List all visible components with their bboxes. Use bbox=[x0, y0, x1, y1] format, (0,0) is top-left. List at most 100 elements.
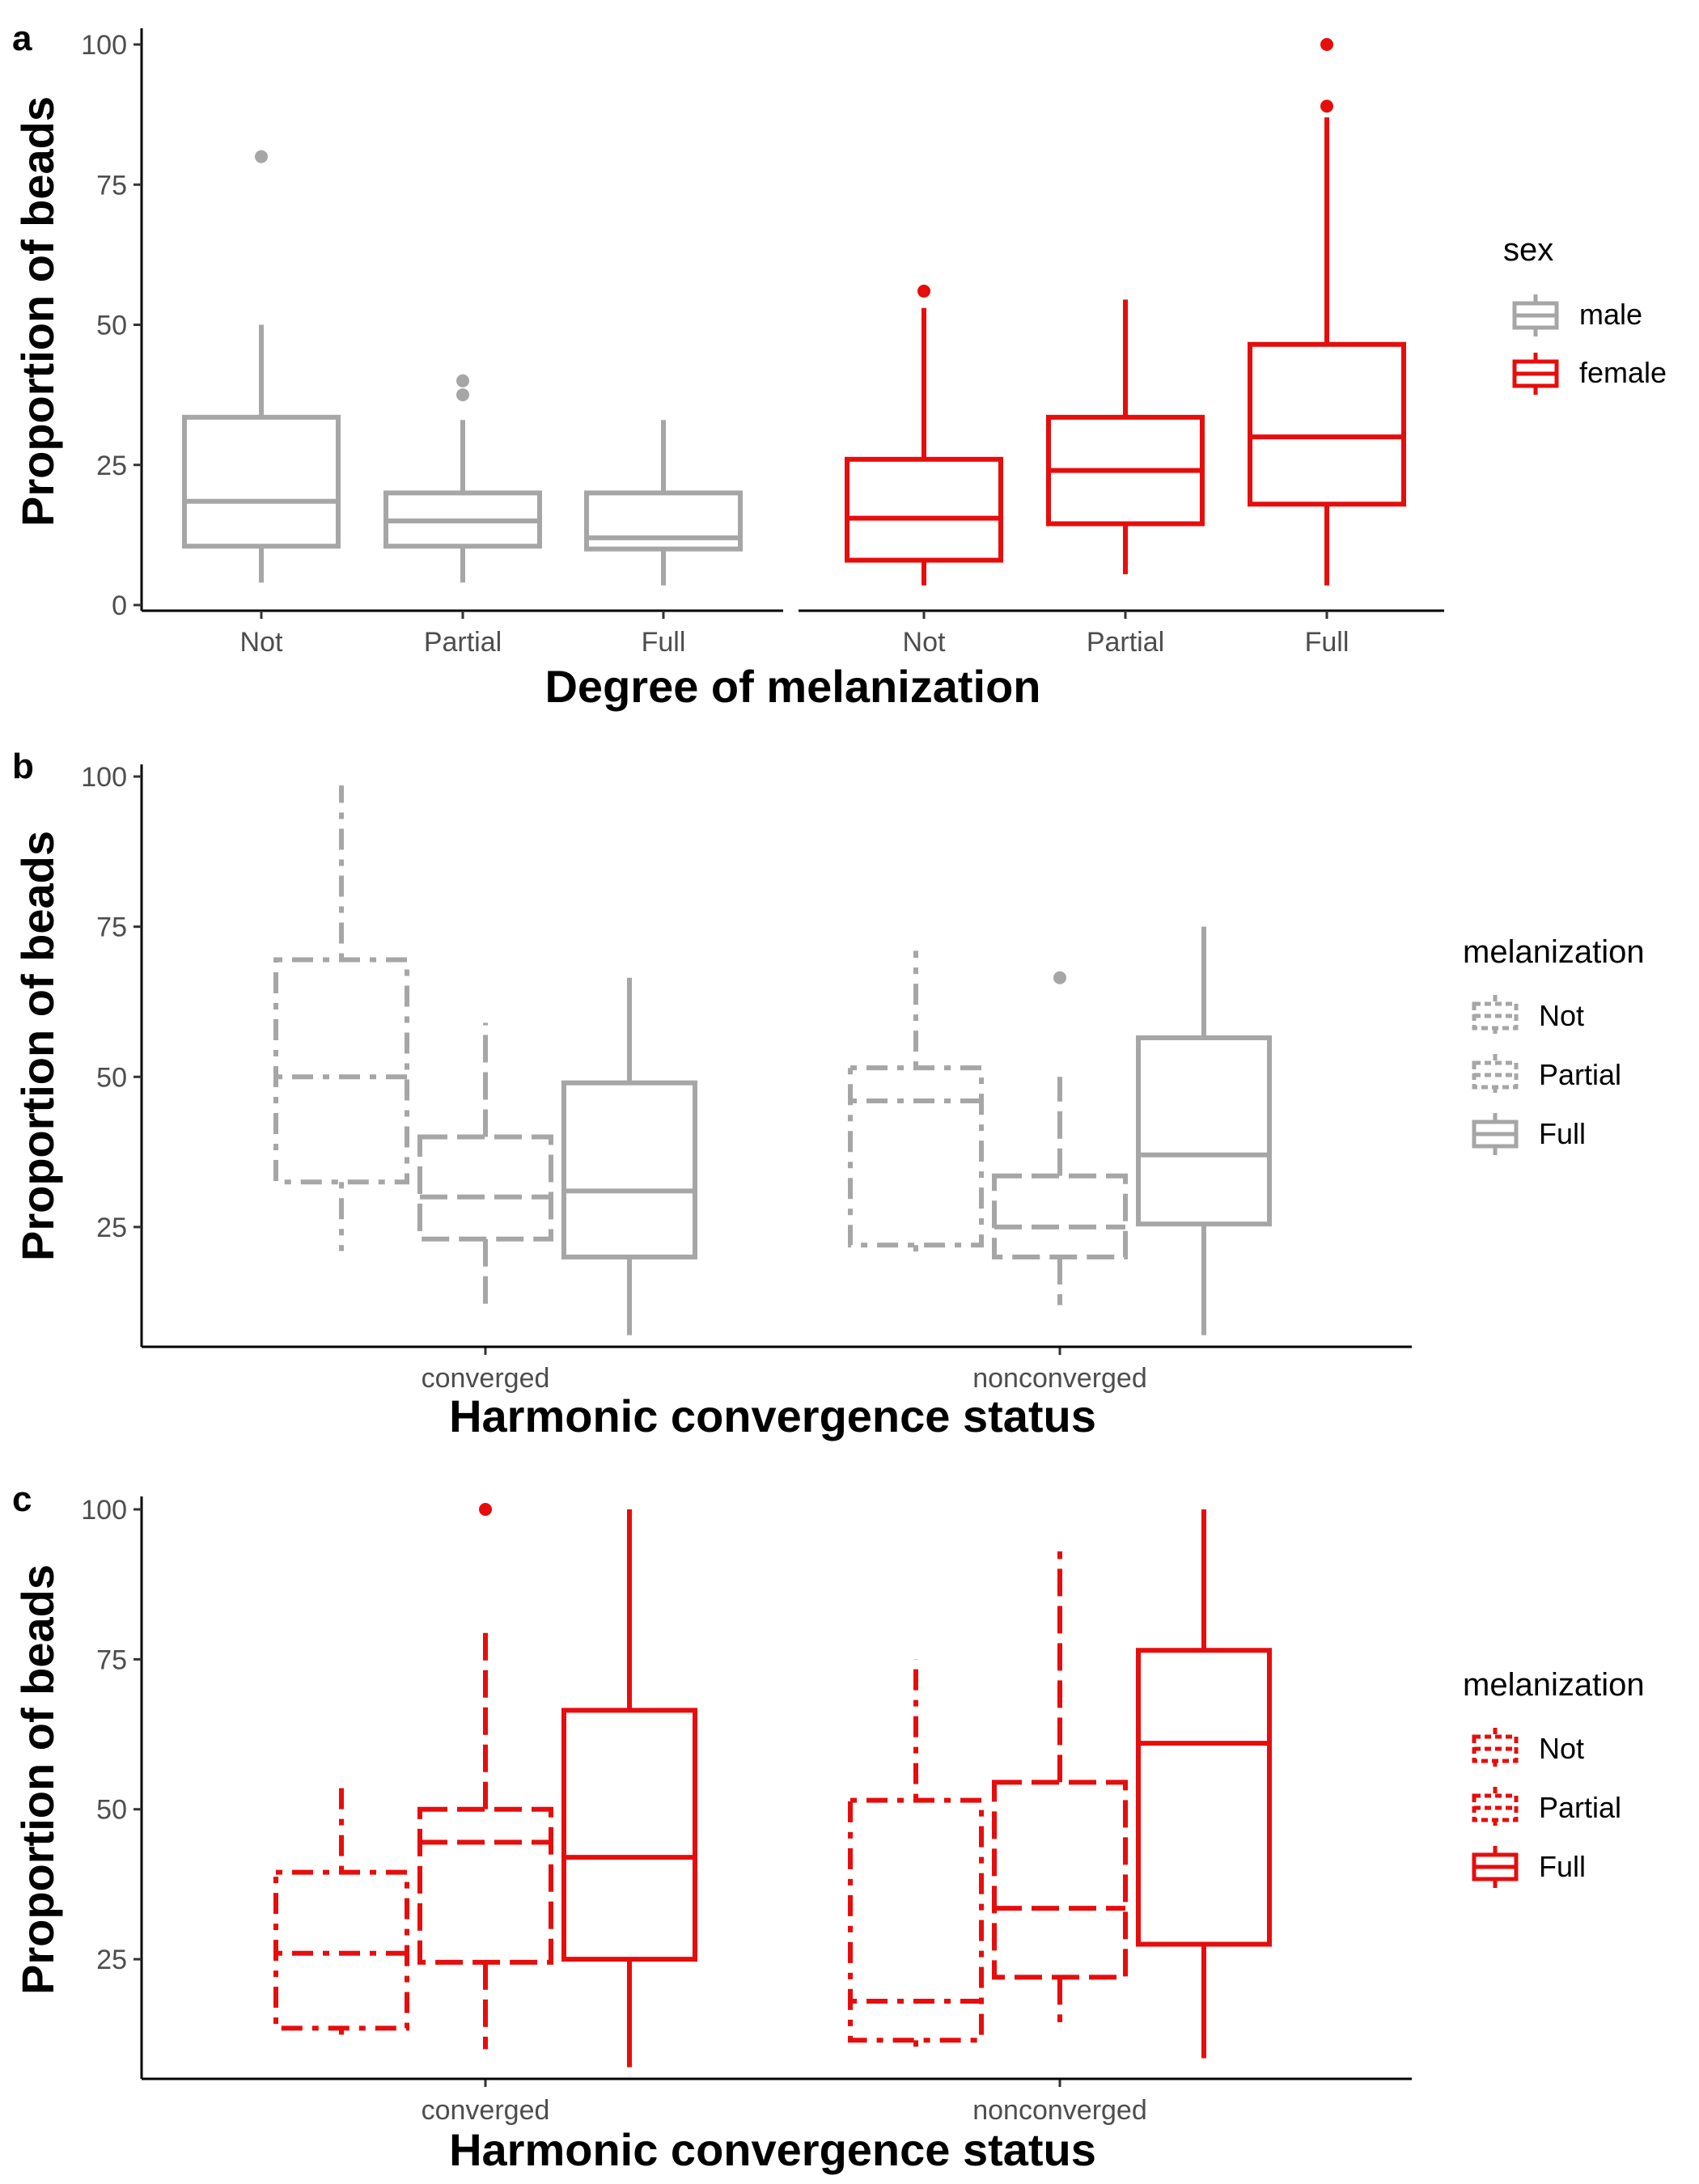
panel-b-not-nonconverged-box bbox=[848, 950, 984, 1258]
legend-label-not: Not bbox=[1539, 999, 1584, 1032]
panel-c-full-nonconverged-iqr-box bbox=[1136, 1648, 1272, 1947]
panel-a-x-axis-title: Degree of melanization bbox=[544, 661, 1040, 712]
legend-key-partial bbox=[1472, 1787, 1519, 1829]
panel-a-legend-title: sex bbox=[1503, 232, 1553, 268]
legend-key-partial bbox=[1472, 1054, 1519, 1096]
panel-a-female-full-box bbox=[1248, 38, 1406, 586]
panel-b-full-nonconverged-box bbox=[1136, 926, 1272, 1335]
legend-key-female bbox=[1512, 353, 1559, 395]
panel-a-female-partial-box bbox=[1046, 299, 1205, 574]
panel-b-y-axis-title: Proportion of beads bbox=[12, 831, 63, 1261]
legend-label-partial: Partial bbox=[1539, 1058, 1621, 1091]
panel-b-partial-nonconverged-box bbox=[992, 971, 1128, 1306]
panel-a-female-not-outlier-0 bbox=[917, 284, 930, 298]
panel-c-legend-title: melanization bbox=[1463, 1667, 1645, 1703]
panel-b-legend: melanization Not Partial Full bbox=[1463, 934, 1645, 1155]
panel-a-plot-area: 0 25 50 75 100 Not Partial Full Not Partial Full bbox=[81, 28, 1444, 658]
panel-c-not-nonconverged-box bbox=[848, 1659, 984, 2053]
legend-label-partial: Partial bbox=[1539, 1791, 1621, 1824]
panel-b-y-tick-label-100: 100 bbox=[81, 762, 127, 793]
panel-c-partial-nonconverged-iqr-box bbox=[992, 1780, 1128, 1980]
panel-b-letter: b bbox=[12, 747, 34, 786]
panel-c-partial-converged-box bbox=[417, 1503, 553, 2050]
panel-c-legend: melanization Not Partial Full bbox=[1463, 1667, 1645, 1888]
panel-a-female-not-box bbox=[845, 284, 1003, 586]
panel-b: b Proportion of beads Harmonic convergen… bbox=[12, 747, 1645, 1441]
panel-a-x-tick-label-female-partial: Partial bbox=[1087, 627, 1164, 658]
panel-a-male-not-outlier-0 bbox=[255, 150, 268, 163]
panel-c-letter: c bbox=[12, 1479, 32, 1519]
panel-a-male-partial-outlier-0 bbox=[456, 388, 469, 402]
panel-a-letter: a bbox=[12, 19, 32, 58]
panel-a-male-full-iqr-box bbox=[584, 490, 743, 552]
panel-c-y-tick-label-50: 50 bbox=[96, 1795, 127, 1826]
panel-a-y-tick-label-50: 50 bbox=[96, 311, 127, 341]
legend-label-male: male bbox=[1579, 298, 1642, 331]
panel-c-full-converged-box bbox=[561, 1509, 697, 2068]
panel-a-male-partial-outlier-1 bbox=[456, 374, 469, 387]
panel-a-male-partial-box bbox=[383, 374, 542, 583]
panel-b-partial-nonconverged-outlier-0 bbox=[1053, 971, 1066, 984]
panel-a: a Proportion of beads Degree of melaniza… bbox=[12, 19, 1667, 712]
panel-b-partial-nonconverged-iqr-box bbox=[992, 1173, 1128, 1260]
panel-a-y-tick-label-100: 100 bbox=[81, 30, 127, 61]
panel-a-female-full-outlier-0 bbox=[1320, 99, 1333, 113]
panel-b-y-tick-label-50: 50 bbox=[96, 1062, 127, 1093]
panel-a-x-tick-label-male-full: Full bbox=[642, 627, 686, 658]
panel-a-female-full-outlier-1 bbox=[1320, 38, 1333, 51]
panel-c-x-axis-title: Harmonic convergence status bbox=[449, 2124, 1096, 2175]
legend-key-not bbox=[1472, 1728, 1519, 1770]
panel-c-y-tick-label-25: 25 bbox=[96, 1945, 127, 1975]
panel-a-y-tick-label-75: 75 bbox=[96, 170, 127, 201]
panel-a-x-tick-label-female-not: Not bbox=[903, 627, 946, 658]
panel-b-axes: 25 50 75 100 converged nonconverged bbox=[81, 762, 1412, 1394]
legend-key-full bbox=[1472, 1113, 1519, 1155]
panel-c-full-nonconverged-box bbox=[1136, 1509, 1272, 2059]
panel-a-y-tick-label-0: 0 bbox=[112, 590, 127, 621]
legend-label-not: Not bbox=[1539, 1732, 1584, 1765]
legend-key-male bbox=[1512, 294, 1559, 336]
panel-c-y-axis-title: Proportion of beads bbox=[12, 1564, 63, 1995]
panel-b-full-converged-box bbox=[561, 977, 697, 1335]
panel-c-not-converged-iqr-box bbox=[273, 1869, 409, 2031]
legend-key-not bbox=[1472, 995, 1519, 1037]
panel-a-x-tick-label-female-full: Full bbox=[1305, 627, 1349, 658]
panel-c: c Proportion of beads Harmonic convergen… bbox=[12, 1479, 1645, 2175]
panel-a-x-tick-label-male-partial: Partial bbox=[424, 627, 502, 658]
panel-b-partial-converged-box bbox=[417, 1022, 553, 1311]
panel-b-x-tick-label-nonconverged: nonconverged bbox=[972, 1363, 1147, 1394]
panel-a-female-full-iqr-box bbox=[1248, 341, 1406, 507]
panel-b-x-axis-title: Harmonic convergence status bbox=[449, 1390, 1096, 1441]
panel-a-axes: 0 25 50 75 100 Not Partial Full Not Partial Full bbox=[81, 28, 1444, 658]
panel-c-x-tick-label-converged: converged bbox=[422, 2095, 550, 2126]
legend-label-female: female bbox=[1579, 356, 1667, 389]
panel-a-y-axis-title: Proportion of beads bbox=[12, 96, 63, 527]
panel-b-x-tick-label-converged: converged bbox=[422, 1363, 550, 1394]
panel-b-not-converged-iqr-box bbox=[273, 957, 409, 1185]
legend-key-full bbox=[1472, 1846, 1519, 1888]
panel-b-y-tick-label-25: 25 bbox=[96, 1213, 127, 1243]
legend-label-full: Full bbox=[1539, 1850, 1586, 1883]
legend-label-full: Full bbox=[1539, 1117, 1586, 1150]
panel-b-legend-title: melanization bbox=[1463, 934, 1645, 970]
panel-b-not-nonconverged-iqr-box bbox=[848, 1065, 984, 1248]
panel-c-y-tick-label-100: 100 bbox=[81, 1495, 127, 1526]
panel-c-axes: 25 50 75 100 converged nonconverged bbox=[81, 1495, 1412, 2126]
panel-c-not-nonconverged-iqr-box bbox=[848, 1797, 984, 2043]
panel-c-partial-converged-outlier-0 bbox=[479, 1503, 492, 1516]
panel-b-y-tick-label-75: 75 bbox=[96, 912, 127, 943]
panel-b-full-nonconverged-iqr-box bbox=[1136, 1035, 1272, 1227]
panel-a-male-full-box bbox=[584, 420, 743, 586]
panel-c-not-converged-box bbox=[273, 1779, 409, 2043]
panel-b-plot-area: 25 50 75 100 converged nonconverged bbox=[81, 762, 1412, 1394]
panel-a-legend: sex male female bbox=[1503, 232, 1667, 395]
panel-c-plot-area: 25 50 75 100 converged nonconverged bbox=[81, 1495, 1412, 2126]
panel-c-partial-converged-iqr-box bbox=[417, 1806, 553, 1965]
panel-a-y-tick-label-25: 25 bbox=[96, 451, 127, 481]
panel-a-male-not-iqr-box bbox=[182, 414, 341, 549]
panel-c-y-tick-label-75: 75 bbox=[96, 1644, 127, 1675]
panel-c-x-tick-label-nonconverged: nonconverged bbox=[972, 2095, 1147, 2126]
panel-a-female-not-iqr-box bbox=[845, 456, 1003, 563]
panel-b-partial-converged-iqr-box bbox=[417, 1134, 553, 1242]
